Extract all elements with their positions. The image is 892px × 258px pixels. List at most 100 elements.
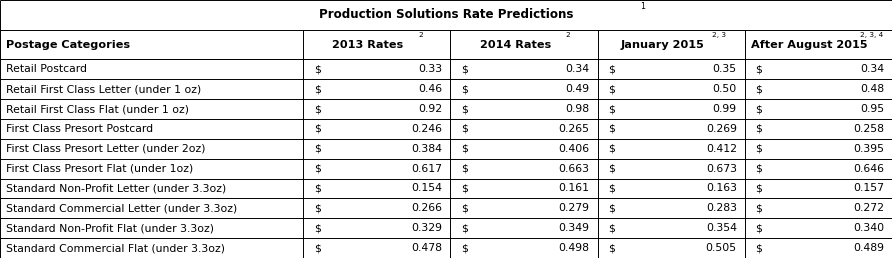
- Text: $: $: [314, 124, 321, 134]
- Text: $: $: [461, 203, 468, 213]
- Text: $: $: [314, 243, 321, 253]
- Text: $: $: [756, 164, 763, 174]
- Text: $: $: [608, 223, 615, 233]
- Text: $: $: [461, 64, 468, 74]
- Text: 2: 2: [418, 33, 423, 38]
- Text: 0.46: 0.46: [418, 84, 442, 94]
- Text: 0.384: 0.384: [411, 144, 442, 154]
- Text: 0.272: 0.272: [853, 203, 884, 213]
- Text: $: $: [756, 223, 763, 233]
- Text: $: $: [608, 104, 615, 114]
- Text: 0.395: 0.395: [853, 144, 884, 154]
- Text: 0.673: 0.673: [706, 164, 737, 174]
- Text: 0.646: 0.646: [853, 164, 884, 174]
- Text: $: $: [314, 84, 321, 94]
- Text: 0.33: 0.33: [418, 64, 442, 74]
- Text: 0.98: 0.98: [566, 104, 590, 114]
- Text: Standard Non-Profit Flat (under 3.3oz): Standard Non-Profit Flat (under 3.3oz): [6, 223, 214, 233]
- Text: 2, 3: 2, 3: [713, 33, 726, 38]
- Text: 0.349: 0.349: [558, 223, 590, 233]
- Text: $: $: [461, 84, 468, 94]
- Text: 0.505: 0.505: [706, 243, 737, 253]
- Text: 2013 Rates: 2013 Rates: [333, 39, 403, 50]
- Text: $: $: [608, 183, 615, 194]
- Text: January 2015: January 2015: [620, 39, 705, 50]
- Text: 0.498: 0.498: [558, 243, 590, 253]
- Text: Production Solutions Rate Predictions: Production Solutions Rate Predictions: [318, 8, 574, 21]
- Text: $: $: [756, 144, 763, 154]
- Text: 0.663: 0.663: [558, 164, 590, 174]
- Text: 0.329: 0.329: [411, 223, 442, 233]
- Text: 0.266: 0.266: [411, 203, 442, 213]
- Text: First Class Presort Postcard: First Class Presort Postcard: [6, 124, 153, 134]
- Text: Retail First Class Letter (under 1 oz): Retail First Class Letter (under 1 oz): [6, 84, 202, 94]
- Text: 0.412: 0.412: [706, 144, 737, 154]
- Text: $: $: [461, 243, 468, 253]
- Text: 0.50: 0.50: [713, 84, 737, 94]
- Text: $: $: [314, 144, 321, 154]
- Text: 0.265: 0.265: [558, 124, 590, 134]
- Text: $: $: [608, 164, 615, 174]
- Text: 0.478: 0.478: [411, 243, 442, 253]
- Text: 0.157: 0.157: [853, 183, 884, 194]
- Text: 0.406: 0.406: [558, 144, 590, 154]
- Text: 0.99: 0.99: [713, 104, 737, 114]
- Text: 0.354: 0.354: [706, 223, 737, 233]
- Text: $: $: [461, 124, 468, 134]
- Text: Postage Categories: Postage Categories: [6, 39, 130, 50]
- Text: $: $: [756, 243, 763, 253]
- Text: $: $: [756, 203, 763, 213]
- Text: $: $: [461, 164, 468, 174]
- Text: $: $: [314, 203, 321, 213]
- Text: $: $: [756, 64, 763, 74]
- Text: 2: 2: [566, 33, 570, 38]
- Text: $: $: [461, 183, 468, 194]
- Text: $: $: [461, 144, 468, 154]
- Text: First Class Presort Flat (under 1oz): First Class Presort Flat (under 1oz): [6, 164, 194, 174]
- Text: 0.279: 0.279: [558, 203, 590, 213]
- Text: $: $: [314, 164, 321, 174]
- Text: $: $: [608, 243, 615, 253]
- Text: $: $: [314, 183, 321, 194]
- Text: Standard Non-Profit Letter (under 3.3oz): Standard Non-Profit Letter (under 3.3oz): [6, 183, 227, 194]
- Text: 2014 Rates: 2014 Rates: [480, 39, 550, 50]
- Text: 0.49: 0.49: [566, 84, 590, 94]
- Text: $: $: [756, 124, 763, 134]
- Text: 0.258: 0.258: [853, 124, 884, 134]
- Text: $: $: [461, 104, 468, 114]
- Text: 0.154: 0.154: [411, 183, 442, 194]
- Text: 0.617: 0.617: [411, 164, 442, 174]
- Text: 0.34: 0.34: [566, 64, 590, 74]
- Text: 0.283: 0.283: [706, 203, 737, 213]
- Text: $: $: [314, 64, 321, 74]
- Text: 1: 1: [640, 2, 646, 11]
- Text: $: $: [314, 223, 321, 233]
- Text: $: $: [756, 104, 763, 114]
- Text: $: $: [608, 124, 615, 134]
- Text: Standard Commercial Flat (under 3.3oz): Standard Commercial Flat (under 3.3oz): [6, 243, 226, 253]
- Text: $: $: [608, 64, 615, 74]
- Text: 0.246: 0.246: [411, 124, 442, 134]
- Text: $: $: [608, 144, 615, 154]
- Text: 0.161: 0.161: [558, 183, 590, 194]
- Text: Retail First Class Flat (under 1 oz): Retail First Class Flat (under 1 oz): [6, 104, 189, 114]
- Text: 0.163: 0.163: [706, 183, 737, 194]
- Text: $: $: [314, 104, 321, 114]
- Text: $: $: [608, 203, 615, 213]
- Text: First Class Presort Letter (under 2oz): First Class Presort Letter (under 2oz): [6, 144, 206, 154]
- Text: Retail Postcard: Retail Postcard: [6, 64, 87, 74]
- Text: After August 2015: After August 2015: [751, 39, 868, 50]
- Text: 0.92: 0.92: [418, 104, 442, 114]
- Text: $: $: [756, 84, 763, 94]
- Text: 0.34: 0.34: [860, 64, 884, 74]
- Text: 0.340: 0.340: [853, 223, 884, 233]
- Text: Standard Commercial Letter (under 3.3oz): Standard Commercial Letter (under 3.3oz): [6, 203, 237, 213]
- Text: $: $: [756, 183, 763, 194]
- Text: 2, 3, 4: 2, 3, 4: [860, 33, 883, 38]
- Text: $: $: [461, 223, 468, 233]
- Text: 0.489: 0.489: [853, 243, 884, 253]
- Text: 0.269: 0.269: [706, 124, 737, 134]
- Text: $: $: [608, 84, 615, 94]
- Text: 0.95: 0.95: [860, 104, 884, 114]
- Text: 0.48: 0.48: [860, 84, 884, 94]
